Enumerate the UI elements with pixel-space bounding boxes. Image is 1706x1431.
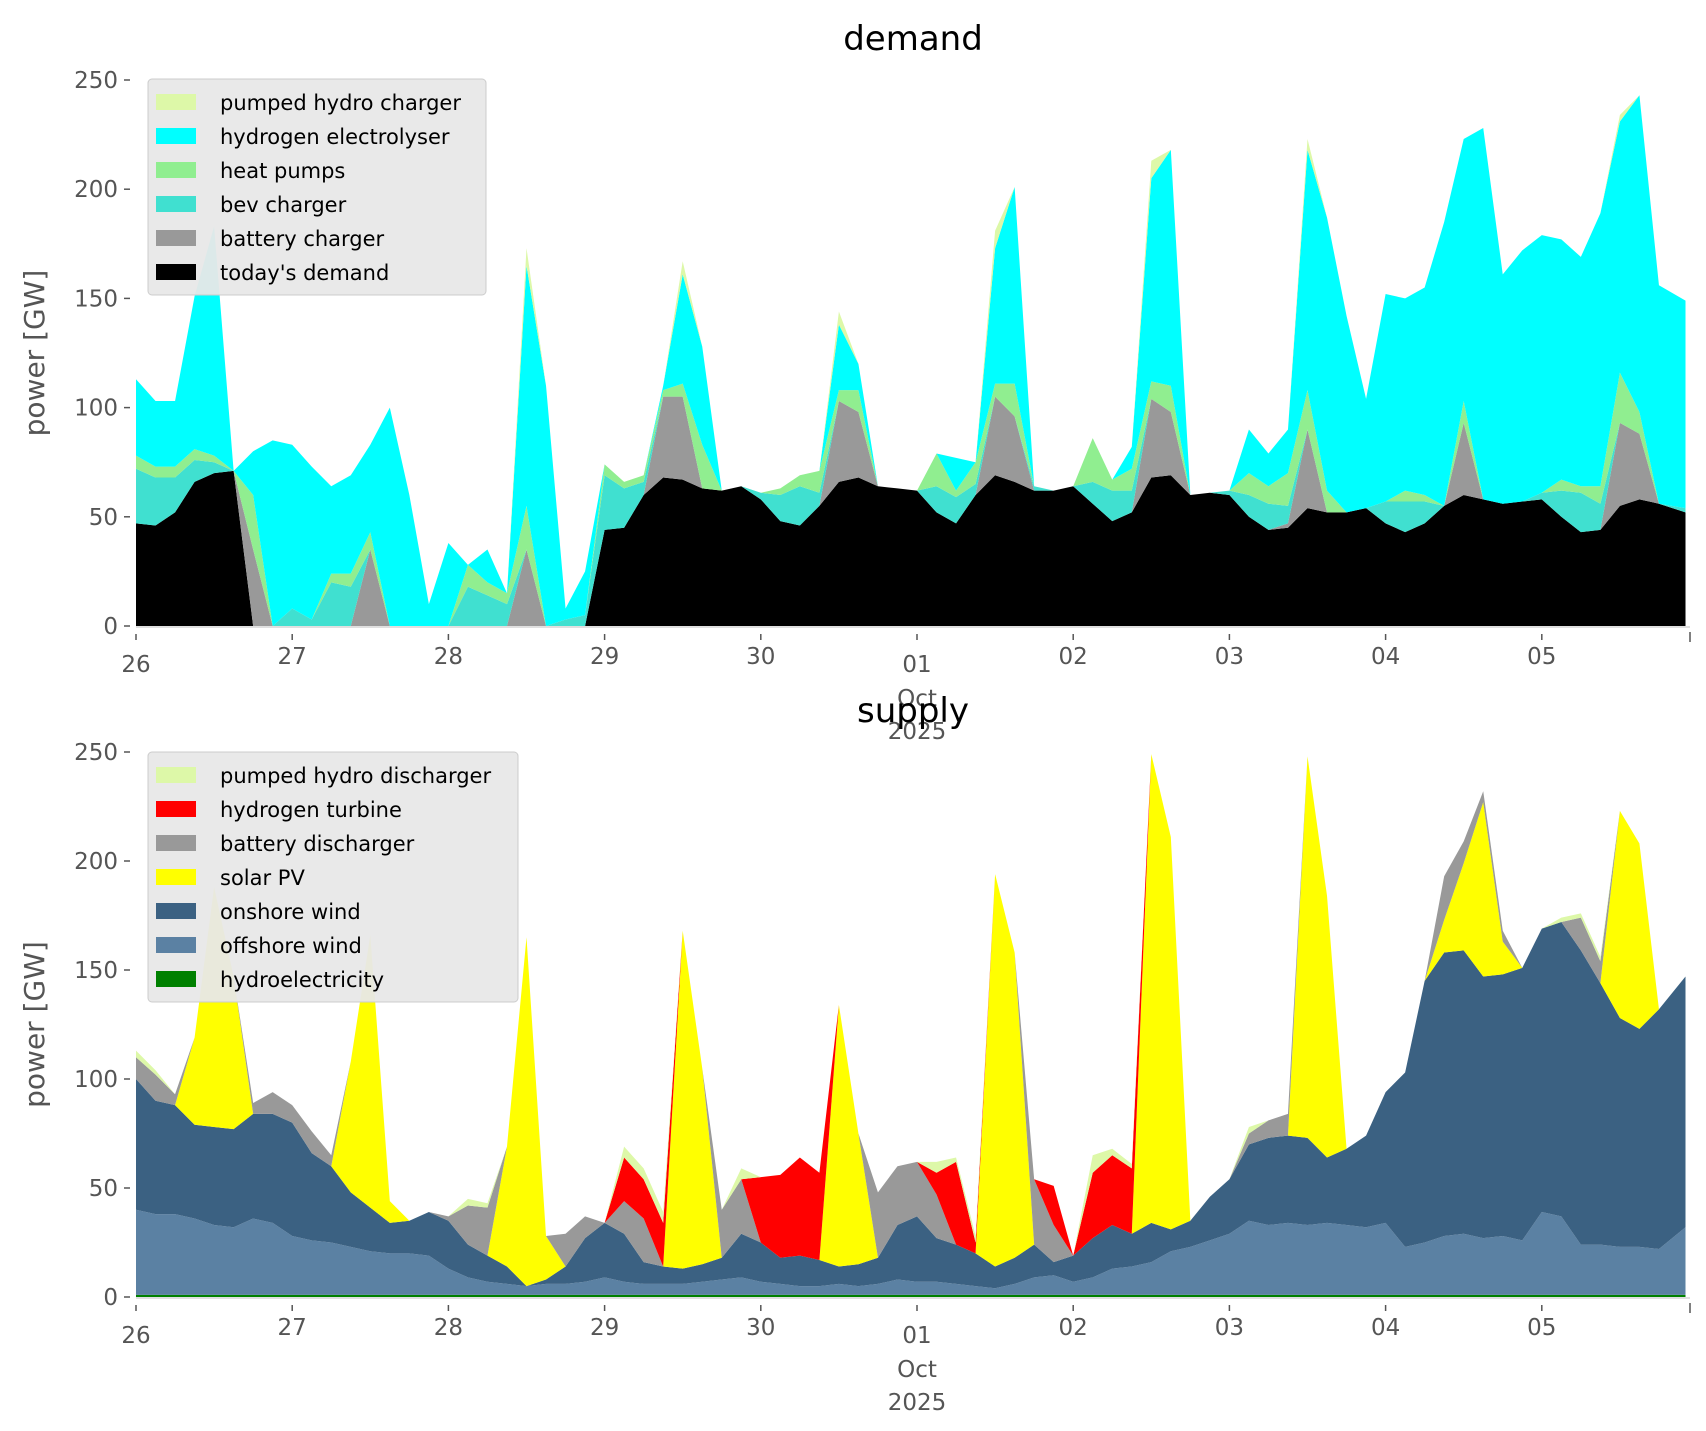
area-bev-charger	[136, 396, 1686, 626]
y-tick-label: 0	[103, 1285, 118, 1311]
legend: pumped hydro charger hydrogen electrolyse…	[147, 78, 487, 296]
legend-label-bev-charger: bev charger	[220, 193, 347, 217]
y-axis-label: power [GW]	[18, 941, 51, 1108]
legend-swatch-solar-pv	[156, 869, 196, 885]
legend-label-pumped-hydro-discharger: pumped hydro discharger	[220, 764, 491, 788]
legend-swatch-hydrogen-turbine	[156, 801, 196, 817]
plot-area	[136, 754, 1686, 1297]
x-tick-sublabel-month: Oct	[897, 686, 937, 712]
x-tick-label: 02	[1059, 644, 1088, 670]
y-tick-label: 150	[74, 286, 118, 312]
x-tick-label: 27	[278, 1315, 307, 1341]
legend-label-heat-pumps: heat pumps	[220, 159, 345, 183]
x-tick-sublabel-month: Oct	[897, 1357, 937, 1383]
y-tick-label: 150	[74, 958, 118, 984]
area-today-s-demand	[136, 470, 1686, 626]
legend-label-today-s-demand: today's demand	[220, 261, 389, 285]
x-tick-sublabel-year: 2025	[888, 719, 947, 745]
area-hydroelectricity	[136, 1294, 1686, 1297]
area-battery-charger	[136, 396, 1686, 626]
x-tick-label: 01	[902, 1323, 931, 1349]
plot-area	[136, 95, 1686, 626]
x-tick-label: 05	[1527, 644, 1556, 670]
x-tick-label: 04	[1371, 1315, 1400, 1341]
x-tick-label: 01	[902, 652, 931, 678]
x-tick-label: 05	[1527, 1315, 1556, 1341]
legend-swatch-pumped-hydro-charger	[156, 94, 196, 110]
area-heat-pumps	[136, 372, 1686, 626]
area-battery-discharger	[136, 754, 1686, 1267]
y-tick-label: 50	[89, 1176, 118, 1202]
x-tick-label: 29	[590, 1315, 619, 1341]
x-tick-label: 30	[746, 644, 775, 670]
legend-swatch-offshore-wind	[156, 937, 196, 953]
area-solar-pv	[136, 754, 1686, 1287]
x-tick-label: 03	[1215, 1315, 1244, 1341]
legend-swatch-battery-discharger	[156, 835, 196, 851]
x-tick-label: 28	[434, 644, 463, 670]
x-tick-label: 30	[746, 1315, 775, 1341]
y-tick-label: 100	[74, 396, 118, 422]
legend-swatch-hydrogen-electrolyser	[156, 128, 196, 144]
x-tick-label: 29	[590, 644, 619, 670]
y-tick-label: 200	[74, 849, 118, 875]
chart-title: supply	[857, 691, 969, 731]
x-tick-label: 26	[121, 652, 150, 678]
y-tick-label: 50	[89, 505, 118, 531]
legend-swatch-onshore-wind	[156, 903, 196, 919]
legend-box	[147, 751, 519, 1003]
x-tick-label: 27	[278, 644, 307, 670]
legend-label-battery-discharger: battery discharger	[220, 832, 415, 856]
legend-swatch-bev-charger	[156, 196, 196, 212]
y-tick-label: 200	[74, 177, 118, 203]
chart-title: demand	[843, 19, 983, 59]
legend-label-hydrogen-turbine: hydrogen turbine	[220, 798, 402, 822]
x-tick-label: 02	[1059, 1315, 1088, 1341]
x-tick-label: 28	[434, 1315, 463, 1341]
legend-label-offshore-wind: offshore wind	[220, 934, 362, 958]
area-offshore-wind	[136, 1209, 1686, 1295]
y-tick-label: 250	[74, 740, 118, 766]
legend-swatch-hydroelectricity	[156, 971, 196, 987]
x-tick-label: 03	[1215, 644, 1244, 670]
area-hydrogen-electrolyser	[136, 95, 1686, 626]
legend: pumped hydro discharger hydrogen turbine b…	[147, 751, 519, 1003]
y-tick-label: 0	[103, 614, 118, 640]
y-tick-label: 250	[74, 68, 118, 94]
x-tick-label: 04	[1371, 644, 1400, 670]
legend-swatch-heat-pumps	[156, 162, 196, 178]
legend-label-hydroelectricity: hydroelectricity	[220, 968, 384, 992]
x-tick-label: 26	[121, 1323, 150, 1349]
y-axis-label: power [GW]	[18, 270, 51, 437]
y-tick-label: 100	[74, 1067, 118, 1093]
legend-label-solar-pv: solar PV	[220, 866, 305, 890]
legend-swatch-pumped-hydro-discharger	[156, 767, 196, 783]
area-onshore-wind	[136, 922, 1686, 1289]
legend-label-battery-charger: battery charger	[220, 227, 385, 251]
legend-label-onshore-wind: onshore wind	[220, 900, 361, 924]
legend-box	[147, 78, 487, 296]
legend-label-hydrogen-electrolyser: hydrogen electrolyser	[220, 125, 450, 149]
legend-label-pumped-hydro-charger: pumped hydro charger	[220, 91, 461, 115]
legend-swatch-today-s-demand	[156, 264, 196, 280]
x-tick-sublabel-year: 2025	[888, 1390, 947, 1416]
legend-swatch-battery-charger	[156, 230, 196, 246]
